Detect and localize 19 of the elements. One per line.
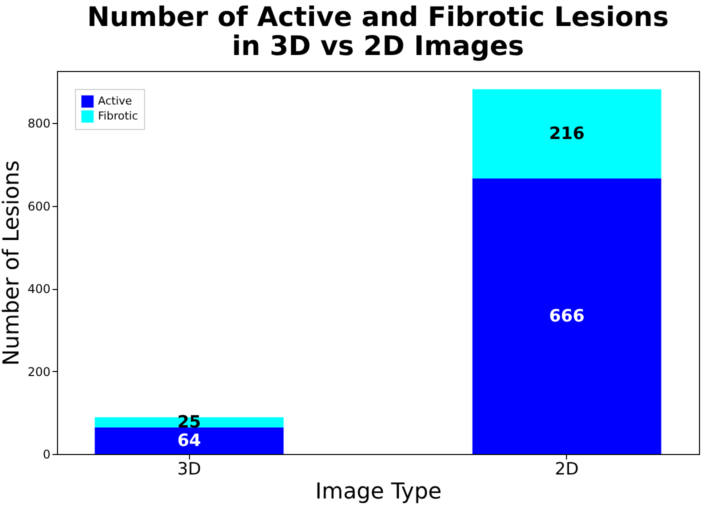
y-tick-label: 400 [28,282,50,296]
data-label: 216 [549,124,585,144]
data-label: 25 [177,412,202,432]
bar [94,428,284,454]
y-tick-label: 600 [28,199,50,214]
bar [472,89,662,179]
y-tick-label: 800 [28,116,50,131]
x-tick-label: 3D [177,460,202,480]
legend-label: Active [98,94,132,108]
bar [472,178,662,454]
data-label: 666 [549,306,585,326]
x-tick-label: 2D [554,460,579,480]
chart-title: Number of Active and Fibrotic Lesions in 3D vs 2D Images [87,2,669,62]
x-axis-title: Image Type [315,480,442,504]
y-tick-label: 200 [28,364,50,379]
y-tick-label: 0 [42,448,50,462]
data-label: 64 [177,430,202,451]
legend-label: Fibrotic [98,110,138,122]
y-axis-title: Number of Lesions [0,160,25,366]
